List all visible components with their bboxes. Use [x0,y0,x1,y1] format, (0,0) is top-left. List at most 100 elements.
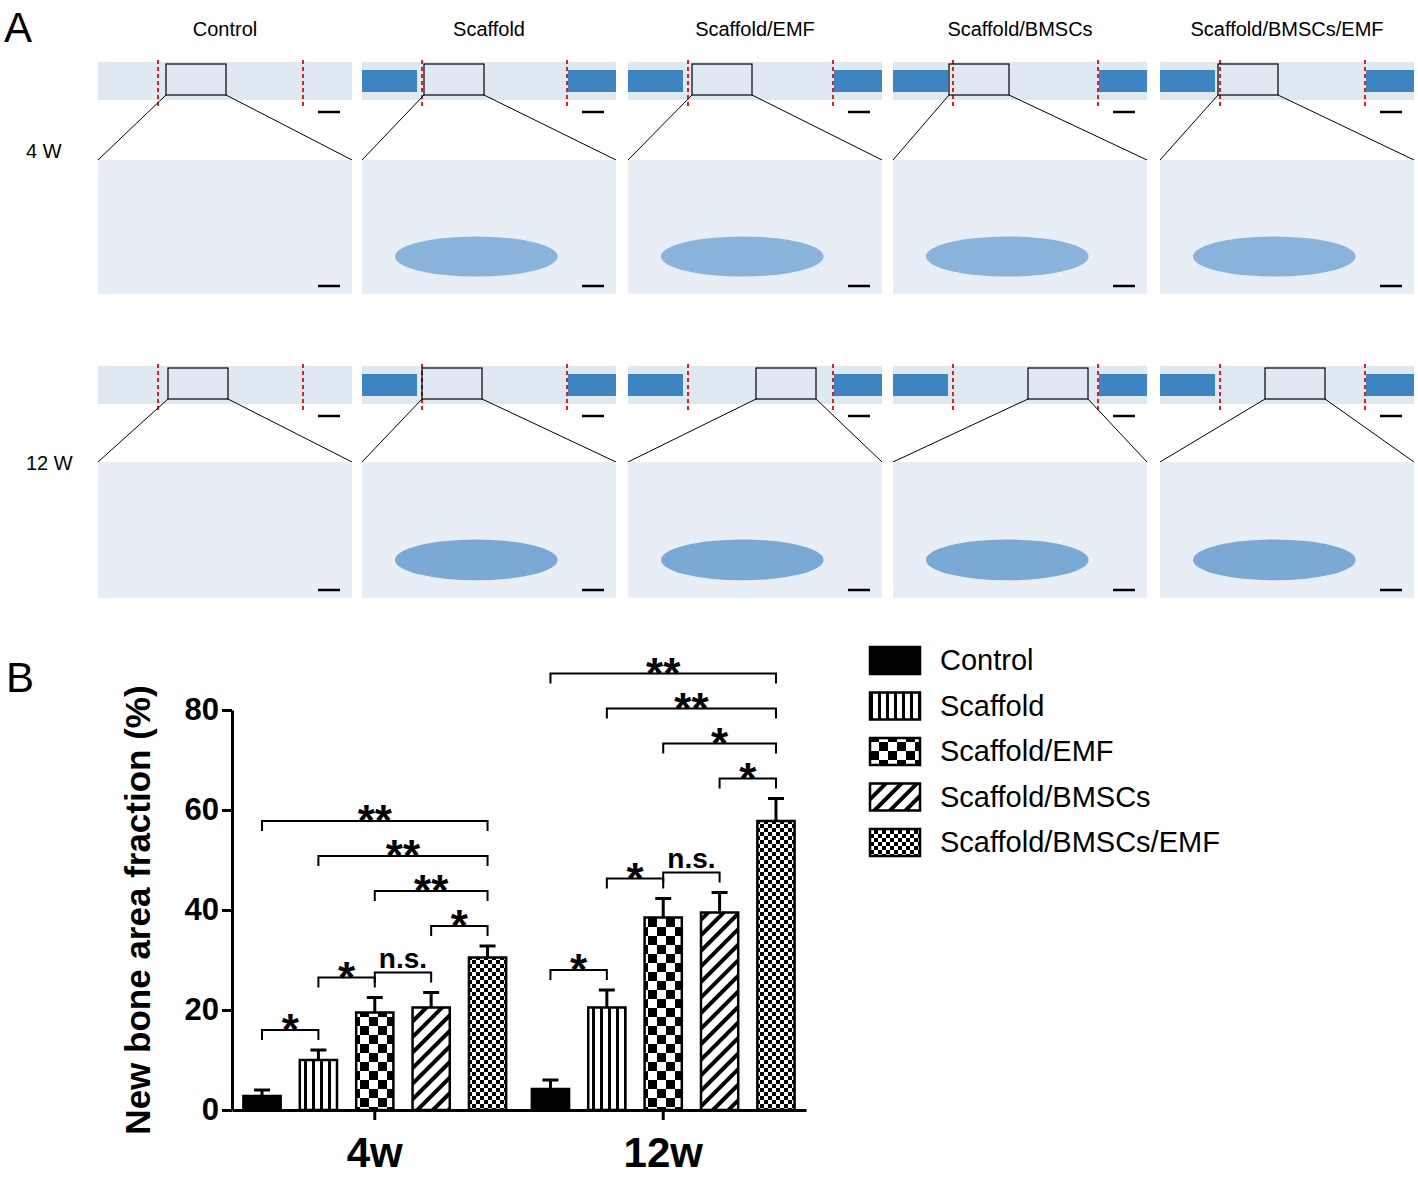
significance-label: * [282,1005,300,1054]
legend-swatch [870,784,920,811]
scale-bar [1380,285,1402,288]
histology-panel [362,60,616,294]
legend-label: Scaffold/BMSCs/EMF [940,826,1220,858]
figure: AControlScaffoldScaffold/EMFScaffold/BMS… [0,0,1418,1178]
bar [413,1008,450,1111]
error-cap [310,1049,326,1052]
zoom-bone [661,540,824,581]
scale-bar [318,415,340,418]
error-cap [254,1089,270,1092]
zoom-connector [1325,399,1414,462]
scale-bar [848,111,870,114]
zoom-box [1028,368,1088,399]
column-title: Scaffold/EMF [695,18,815,40]
zoom-connector [628,95,692,160]
histology-panel [628,364,882,598]
scale-bar [582,285,604,288]
y-tick: 80 [185,692,232,727]
significance-annotations: **n.s.*********n.s.****** [262,649,776,1055]
legend-swatch [870,647,920,674]
tick-mark [222,909,232,912]
zoom-bone [926,236,1089,276]
defect-margin [687,364,689,412]
significance-label: * [739,754,757,803]
histology-panel [628,60,882,294]
overview-bone [1099,70,1147,92]
tick-label: 0 [202,1092,219,1127]
scale-bar [1113,285,1135,288]
tick-mark [662,1110,665,1120]
significance-bracket: ** [607,684,776,733]
tick-mark [222,809,232,812]
bar [645,918,682,1111]
zoom-connector [98,399,168,462]
zoom-bone [926,540,1089,581]
overview-image [893,62,1147,100]
scale-bar [848,285,870,288]
error-cap [480,945,496,948]
significance-bracket: * [262,1005,318,1054]
zoom-bone [1193,540,1356,581]
overview-bone [1366,70,1414,92]
histology-panel [362,364,616,598]
defect-margin [157,60,159,108]
zoom-bone [395,236,558,276]
x-axis: 4w12w [233,1110,807,1176]
overview-bone [568,374,616,396]
histology-panel [98,364,352,598]
overview-image [362,62,616,100]
significance-label: n.s. [667,843,715,874]
scale-bar [848,415,870,418]
overview-bone [1099,374,1147,396]
significance-label: ** [358,796,393,845]
x-tick: 4w [347,1110,403,1176]
row-label: 12 W [26,452,73,474]
bar [469,958,506,1111]
row-label: 4 W [26,140,62,162]
significance-bracket: * [607,854,663,903]
overview-image [1160,366,1414,404]
tick-label: 20 [185,992,219,1027]
defect-margin [952,364,954,412]
overview-image [628,366,882,404]
legend-label: Scaffold/BMSCs [940,781,1151,813]
defect-margin [1097,364,1099,412]
significance-label: n.s. [379,943,427,974]
error-bar [480,946,496,958]
zoom-connector [362,95,424,160]
zoom-bone [395,540,558,581]
column-title: Scaffold [453,18,525,40]
scale-bar [848,589,870,592]
overview-image [1160,62,1414,100]
y-axis: 020406080 [185,692,233,1127]
defect-margin [1219,60,1221,108]
error-cap [712,891,728,894]
tick-mark [222,1109,232,1112]
scale-bar [1113,415,1135,418]
y-tick: 60 [185,792,232,827]
tick-label: 4w [347,1129,403,1176]
zoom-connector [893,399,1028,462]
defect-margin [566,60,568,108]
tick-mark [222,709,232,712]
bar [532,1089,569,1110]
legend-label: Control [940,644,1034,676]
error-bar [655,899,671,918]
zoom-image [893,160,1147,294]
overview-bone [568,70,616,92]
error-cap [599,989,615,992]
zoom-image [362,160,616,294]
zoom-image [628,462,882,598]
zoom-image [628,160,882,294]
scale-bar [1380,415,1402,418]
error-stem [373,998,376,1013]
defect-margin [302,364,304,412]
tick-label: 60 [185,792,219,827]
zoom-bone [1193,236,1356,276]
significance-label: * [338,953,356,1002]
legend-item: Scaffold [870,690,1044,722]
overview-image [893,366,1147,404]
overview-image [98,366,352,404]
significance-bracket: ** [318,831,487,880]
scale-bar [318,285,340,288]
